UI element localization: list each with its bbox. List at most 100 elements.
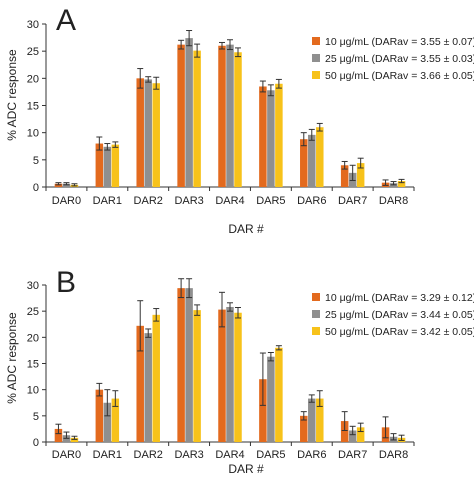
panel-a-label: A (56, 4, 76, 37)
bar (177, 44, 185, 187)
bar (218, 45, 226, 187)
bar (70, 437, 79, 442)
x-tick-label: DAR0 (52, 195, 81, 207)
bar (340, 421, 349, 442)
bar (177, 288, 185, 442)
panel-a-chart: A % ADC response DAR # 10 μg/mL (DARav =… (5, 4, 474, 236)
bar (152, 314, 160, 442)
y-tick-label: 15 (27, 359, 39, 371)
x-tick-label: DAR5 (256, 195, 285, 207)
x-tick-label: DAR3 (174, 195, 203, 207)
legend-label-25ug: 25 μg/mL (DARav = 3.55 ± 0.03) (325, 53, 474, 65)
bar (356, 427, 365, 442)
legend-label-10ug: 10 μg/mL (DARav = 3.55 ± 0.07) (325, 36, 474, 48)
bar (103, 146, 112, 187)
y-tick-label: 5 (33, 155, 39, 167)
bar (316, 398, 324, 442)
y-tick-label: 15 (27, 101, 39, 113)
panel-a-legend: 10 μg/mL (DARav = 3.55 ± 0.07) 25 μg/mL … (312, 36, 474, 82)
bar (226, 44, 234, 187)
x-tick-label: DAR4 (215, 449, 244, 461)
y-tick-label: 10 (27, 128, 39, 140)
x-tick-label: DAR7 (338, 195, 367, 207)
x-tick-label: DAR0 (52, 449, 81, 461)
bar (226, 306, 234, 442)
bar (308, 398, 316, 442)
bar (152, 83, 160, 187)
bar (356, 163, 365, 187)
bar (234, 52, 242, 188)
bar (300, 139, 308, 187)
y-tick-label: 25 (27, 46, 39, 58)
panel-b-label: B (56, 266, 76, 299)
bar (267, 356, 275, 442)
y-tick-label: 20 (27, 332, 39, 344)
legend-swatch-25ug (312, 54, 320, 62)
legend-swatch-10ug (312, 293, 320, 301)
bar (348, 430, 357, 442)
bar (144, 79, 152, 187)
x-tick-label: DAR5 (256, 449, 285, 461)
legend-label-25ug: 25 μg/mL (DARav = 3.44 ± 0.05) (325, 309, 474, 321)
y-tick-label: 25 (27, 306, 39, 318)
legend-label-50ug: 50 μg/mL (DARav = 3.42 ± 0.05) (325, 326, 474, 338)
x-tick-label: DAR6 (297, 195, 326, 207)
bar (136, 325, 144, 442)
y-tick-label: 10 (27, 385, 39, 397)
bar (259, 379, 267, 442)
x-tick-label: DAR6 (297, 449, 326, 461)
bar (300, 415, 308, 442)
y-tick-label: 0 (33, 182, 39, 194)
x-tick-label: DAR8 (379, 195, 408, 207)
bar (144, 333, 152, 442)
panel-b-x-axis-title: DAR # (228, 462, 264, 476)
y-tick-label: 5 (33, 411, 39, 423)
bar (308, 134, 316, 187)
legend-label-50ug: 50 μg/mL (DARav = 3.66 ± 0.05) (325, 70, 474, 82)
x-tick-label: DAR1 (93, 449, 122, 461)
panel-a-y-axis-title: % ADC response (5, 49, 19, 141)
bar (275, 347, 283, 442)
y-tick-label: 20 (27, 73, 39, 85)
bar (95, 389, 104, 442)
bar (111, 144, 120, 187)
x-tick-label: DAR2 (134, 449, 163, 461)
bar (185, 288, 193, 442)
bar (185, 38, 193, 188)
bar (95, 143, 104, 187)
legend-swatch-50ug (312, 71, 320, 79)
x-tick-label: DAR1 (93, 195, 122, 207)
bar (218, 309, 226, 442)
bar (267, 90, 275, 187)
y-tick-label: 0 (33, 437, 39, 449)
panel-b-legend: 10 μg/mL (DARav = 3.29 ± 0.12) 25 μg/mL … (312, 292, 474, 338)
bar (193, 310, 201, 442)
bar (234, 312, 242, 442)
bar (54, 183, 63, 187)
bar (316, 127, 324, 187)
panel-b-chart: B % ADC response DAR # 10 μg/mL (DARav =… (5, 266, 474, 476)
x-tick-label: DAR3 (174, 449, 203, 461)
bar (111, 398, 120, 442)
bar (193, 50, 201, 187)
x-tick-label: DAR4 (215, 195, 244, 207)
legend-swatch-25ug (312, 310, 320, 318)
bar (62, 183, 71, 187)
legend-swatch-10ug (312, 37, 320, 45)
x-tick-label: DAR8 (379, 449, 408, 461)
bar (136, 78, 144, 187)
bar (397, 181, 406, 187)
x-tick-label: DAR7 (338, 449, 367, 461)
bar (103, 402, 112, 442)
bar (54, 428, 63, 442)
legend-label-10ug: 10 μg/mL (DARav = 3.29 ± 0.12) (325, 292, 474, 304)
y-tick-label: 30 (27, 280, 39, 292)
panel-b-y-axis-title: % ADC response (5, 312, 19, 404)
y-tick-label: 30 (27, 19, 39, 31)
bar (259, 86, 267, 187)
x-tick-label: DAR2 (134, 195, 163, 207)
panel-a-x-axis-title: DAR # (228, 222, 264, 236)
bar (275, 83, 283, 187)
bar (340, 165, 349, 187)
